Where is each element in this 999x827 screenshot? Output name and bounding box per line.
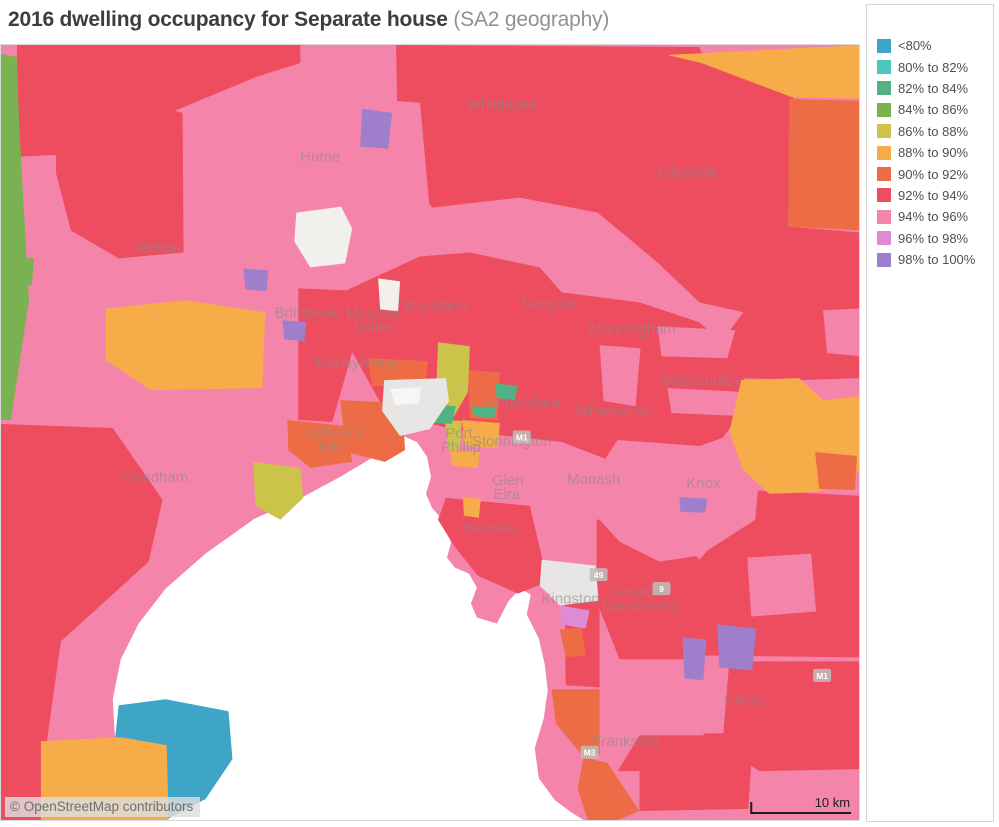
legend-item[interactable]: 92% to 94% [867, 185, 993, 206]
route-shield [580, 745, 599, 759]
place-label: Banyule [522, 295, 576, 312]
legend-swatch [877, 145, 891, 160]
legend-swatch [877, 124, 891, 139]
place-label: Eira [494, 486, 521, 503]
route-shield [512, 430, 531, 444]
legend-swatch [877, 60, 891, 75]
legend-panel: <80% 80% to 82% 82% to 84% 84% to 86% 86% to… [866, 4, 994, 822]
legend-item[interactable]: 96% to 98% [867, 228, 993, 249]
place-label: Hobsons [304, 424, 363, 441]
route-shield-label: M1 [516, 432, 528, 442]
legend-swatch [877, 167, 891, 182]
legend-label: 96% to 98% [898, 230, 969, 246]
place-label: Moonee [346, 305, 400, 322]
legend-item[interactable]: 82% to 84% [867, 78, 993, 99]
scale-bar-line [750, 802, 852, 815]
route-shield-label: M1 [816, 671, 828, 681]
legend-swatch [877, 188, 891, 203]
legend-swatch [877, 102, 891, 117]
place-label: Greater [612, 584, 663, 601]
legend-label: 88% to 90% [898, 145, 969, 161]
place-label: Hume [300, 149, 340, 166]
title-suffix: (SA2 geography) [447, 8, 610, 31]
route-shield [589, 568, 608, 582]
place-label: Frankston [592, 733, 659, 750]
place-label: Glen [492, 472, 524, 489]
place-label: Monash [567, 471, 620, 488]
place-label: Wyndham [121, 469, 188, 486]
place-label: Maribyrnong [315, 355, 398, 372]
route-shield-label: 9 [659, 584, 664, 594]
place-label: Kingston [542, 591, 600, 608]
legend-label: 84% to 86% [898, 102, 969, 118]
scale-bar: 10 km [750, 795, 852, 815]
scale-bar-label: 10 km [815, 795, 850, 810]
route-shield [652, 582, 671, 596]
place-label: Port [445, 425, 473, 442]
legend-label: 98% to 100% [898, 252, 976, 268]
place-label: Valley [354, 318, 394, 335]
legend-label: 94% to 96% [898, 209, 969, 225]
place-label: Melton [136, 239, 181, 256]
page-title: 2016 dwelling occupancy for Separate hou… [8, 8, 858, 32]
place-label: Whittlesea [467, 96, 538, 113]
legend-swatch [877, 252, 891, 267]
legend-swatch [877, 209, 891, 224]
place-label: Casey [724, 691, 767, 708]
place-label: Bayside [464, 520, 517, 537]
port-phillip-bay [112, 435, 584, 820]
place-label: Moreland [405, 297, 467, 314]
place-label: Phillip [441, 439, 481, 456]
place-label: Boroondara [482, 394, 561, 411]
legend-label: 90% to 92% [898, 166, 969, 182]
place-label: Stonnington [472, 433, 552, 450]
title-main: 2016 dwelling occupancy for Separate hou… [8, 8, 448, 31]
place-label: Knox [686, 475, 721, 492]
legend-item[interactable]: <80% [867, 35, 993, 56]
route-shield-label: 49 [594, 570, 604, 580]
place-label: Brimbank [275, 304, 339, 321]
place-label: Bay [318, 438, 344, 455]
route-shield-label: M3 [584, 748, 596, 758]
route-shields: 49 9 M1 M1 M3 [512, 430, 832, 759]
legend-label: 82% to 84% [898, 80, 969, 96]
legend-swatch [877, 38, 891, 53]
place-label: Dandenong [602, 598, 679, 615]
legend-label: <80% [898, 38, 932, 54]
map-place-labels: Whittlesea Hume Nillumbik Melton Brimbank Mor… [121, 96, 767, 750]
map-regions[interactable] [1, 45, 859, 820]
place-label: Maroondah [663, 372, 739, 389]
legend-label: 92% to 94% [898, 187, 969, 203]
legend-item[interactable]: 84% to 86% [867, 99, 993, 120]
legend-label: 80% to 82% [898, 59, 969, 75]
choropleth-map[interactable]: Whittlesea Hume Nillumbik Melton Brimbank Mor… [0, 44, 860, 821]
legend-items: <80% 80% to 82% 82% to 84% 84% to 86% 86% to… [867, 35, 993, 270]
legend-item[interactable]: 94% to 96% [867, 206, 993, 227]
place-label: Whitehorse [575, 403, 651, 420]
osm-attribution[interactable]: © OpenStreetMap contributors [5, 797, 201, 817]
place-label: Manningham [589, 321, 675, 338]
legend-item[interactable]: 80% to 82% [867, 56, 993, 77]
legend-swatch [877, 231, 891, 246]
legend-item[interactable]: 98% to 100% [867, 249, 993, 270]
map-canvas[interactable]: Whittlesea Hume Nillumbik Melton Brimbank Mor… [1, 45, 859, 820]
legend-item[interactable]: 86% to 88% [867, 121, 993, 142]
legend-label: 86% to 88% [898, 123, 969, 139]
legend-swatch [877, 81, 891, 96]
legend-item[interactable]: 90% to 92% [867, 163, 993, 184]
place-label: Nillumbik [657, 165, 718, 182]
legend-item[interactable]: 88% to 90% [867, 142, 993, 163]
route-shield [813, 668, 832, 682]
